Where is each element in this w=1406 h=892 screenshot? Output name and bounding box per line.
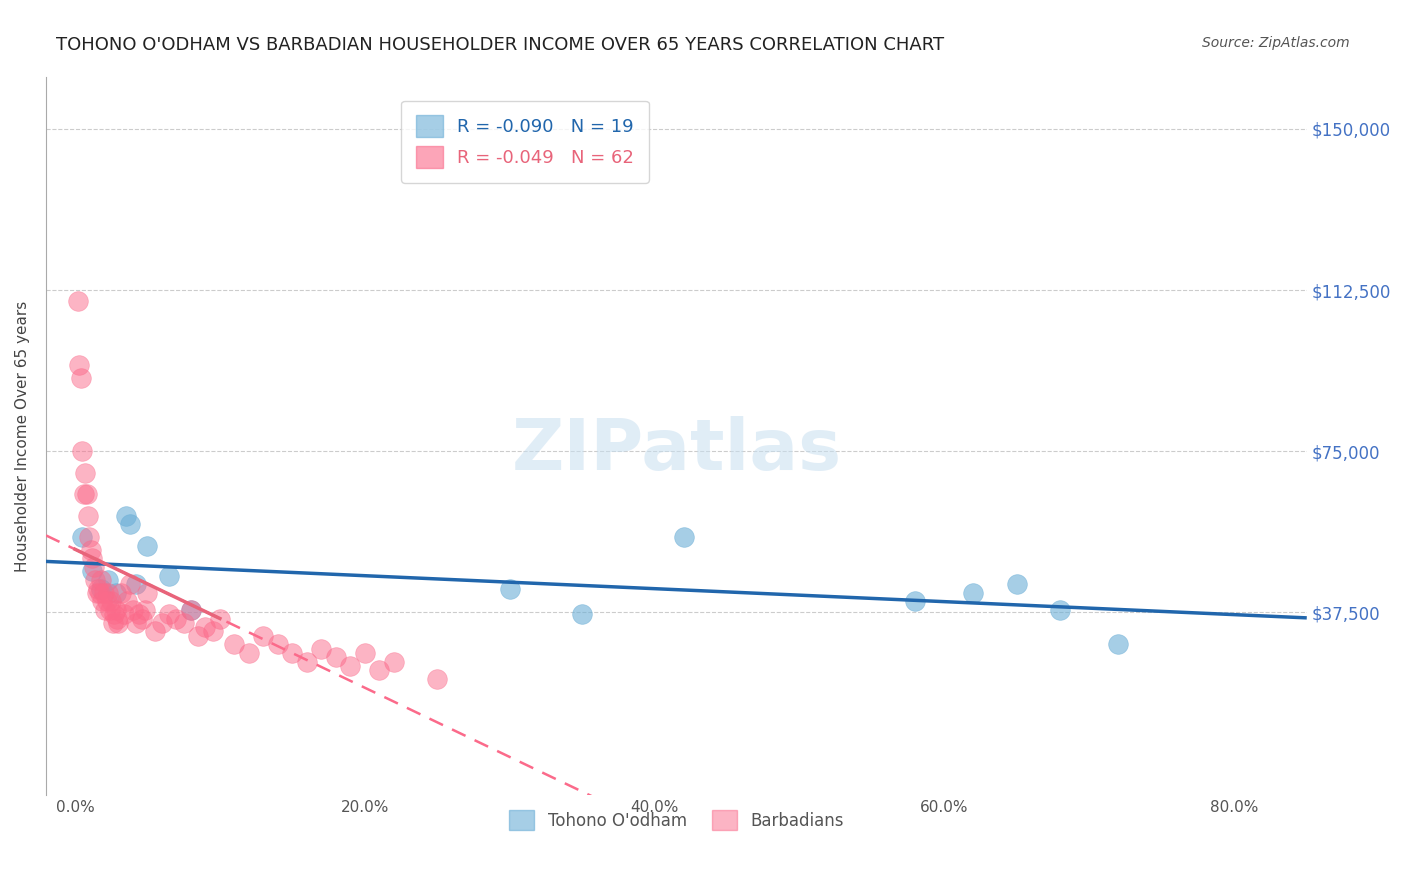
Point xyxy=(187,629,209,643)
Point xyxy=(426,672,449,686)
Point xyxy=(238,646,260,660)
Point xyxy=(87,582,110,596)
Point xyxy=(143,624,166,639)
Point xyxy=(100,594,122,608)
Point xyxy=(1049,603,1071,617)
Point xyxy=(77,508,100,523)
Point xyxy=(97,573,120,587)
Point xyxy=(107,615,129,630)
Point xyxy=(252,629,274,643)
Point xyxy=(325,650,347,665)
Point xyxy=(571,607,593,622)
Point xyxy=(90,573,112,587)
Point xyxy=(962,586,984,600)
Text: Source: ZipAtlas.com: Source: ZipAtlas.com xyxy=(1202,36,1350,50)
Point xyxy=(103,607,125,622)
Point xyxy=(368,663,391,677)
Point xyxy=(1005,577,1028,591)
Point xyxy=(131,612,153,626)
Y-axis label: Householder Income Over 65 years: Householder Income Over 65 years xyxy=(15,301,30,572)
Point xyxy=(311,641,333,656)
Point xyxy=(76,487,98,501)
Point xyxy=(194,620,217,634)
Point xyxy=(499,582,522,596)
Text: ZIPatlas: ZIPatlas xyxy=(512,416,841,485)
Point xyxy=(201,624,224,639)
Point xyxy=(70,444,93,458)
Point xyxy=(157,607,180,622)
Point xyxy=(125,615,148,630)
Point xyxy=(84,573,107,587)
Point xyxy=(353,646,375,660)
Point xyxy=(105,612,128,626)
Point xyxy=(98,603,121,617)
Point xyxy=(101,615,124,630)
Point xyxy=(91,594,114,608)
Point xyxy=(125,577,148,591)
Point xyxy=(79,530,101,544)
Point xyxy=(118,517,141,532)
Point xyxy=(83,560,105,574)
Point xyxy=(67,358,90,372)
Point xyxy=(339,658,361,673)
Point xyxy=(80,542,103,557)
Point xyxy=(180,603,202,617)
Point xyxy=(89,586,111,600)
Point xyxy=(66,293,89,308)
Point xyxy=(93,586,115,600)
Point xyxy=(94,603,117,617)
Point xyxy=(118,577,141,591)
Point xyxy=(115,594,138,608)
Point xyxy=(110,586,132,600)
Point xyxy=(150,615,173,630)
Point xyxy=(382,655,405,669)
Point xyxy=(90,582,112,596)
Point xyxy=(96,594,118,608)
Point xyxy=(82,551,104,566)
Point xyxy=(295,655,318,669)
Point xyxy=(128,607,150,622)
Point xyxy=(75,466,97,480)
Point xyxy=(134,603,156,617)
Point xyxy=(904,594,927,608)
Point xyxy=(104,586,127,600)
Point xyxy=(165,612,187,626)
Point xyxy=(1107,637,1129,651)
Point xyxy=(112,607,135,622)
Point xyxy=(208,612,231,626)
Point xyxy=(69,371,91,385)
Point xyxy=(267,637,290,651)
Point xyxy=(672,530,695,544)
Point xyxy=(224,637,246,651)
Point xyxy=(136,539,159,553)
Point xyxy=(114,508,136,523)
Point xyxy=(72,487,94,501)
Point xyxy=(70,530,93,544)
Point xyxy=(180,603,202,617)
Point xyxy=(104,603,127,617)
Point xyxy=(157,568,180,582)
Point xyxy=(136,586,159,600)
Point xyxy=(122,603,145,617)
Point xyxy=(281,646,304,660)
Point xyxy=(97,586,120,600)
Point xyxy=(86,586,108,600)
Point xyxy=(173,615,195,630)
Legend: Tohono O'odham, Barbadians: Tohono O'odham, Barbadians xyxy=(496,797,856,844)
Point xyxy=(82,565,104,579)
Text: TOHONO O'ODHAM VS BARBADIAN HOUSEHOLDER INCOME OVER 65 YEARS CORRELATION CHART: TOHONO O'ODHAM VS BARBADIAN HOUSEHOLDER … xyxy=(56,36,945,54)
